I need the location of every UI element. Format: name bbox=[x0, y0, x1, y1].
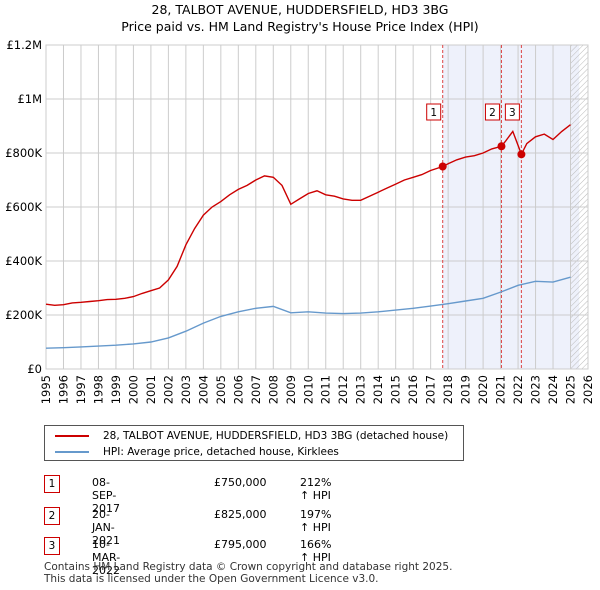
chart-title: 28, TALBOT AVENUE, HUDDERSFIELD, HD3 3BG bbox=[151, 2, 449, 17]
footer-copyright: Contains HM Land Registry data © Crown c… bbox=[44, 561, 453, 573]
y-tick-label: £200K bbox=[5, 308, 42, 322]
x-tick-label: 1995 bbox=[39, 375, 53, 404]
transaction-marker: 1 bbox=[44, 475, 60, 493]
x-tick-label: 2009 bbox=[284, 375, 298, 404]
legend: 28, TALBOT AVENUE, HUDDERSFIELD, HD3 3BG… bbox=[44, 425, 464, 461]
y-tick-label: £800K bbox=[5, 146, 42, 160]
x-tick-label: 2021 bbox=[494, 375, 508, 404]
y-tick-label: £400K bbox=[5, 254, 42, 268]
x-tick-label: 2014 bbox=[371, 375, 385, 404]
legend-item-hpi: HPI: Average price, detached house, Kirk… bbox=[55, 444, 339, 460]
y-tick-label: £1M bbox=[17, 92, 42, 106]
x-tick-label: 1996 bbox=[56, 375, 70, 404]
sale-number-box bbox=[504, 103, 520, 121]
x-tick-label: 1997 bbox=[74, 375, 88, 404]
x-tick-label: 2007 bbox=[249, 375, 263, 404]
x-tick-label: 2012 bbox=[336, 375, 350, 404]
transaction-marker: 3 bbox=[44, 537, 60, 555]
x-tick-label: 1998 bbox=[91, 375, 105, 404]
x-tick-label: 2010 bbox=[301, 375, 315, 404]
x-tick-label: 2004 bbox=[196, 375, 210, 404]
legend-swatch-hpi bbox=[55, 451, 89, 453]
transaction-date: 08-SEP-2017 bbox=[92, 476, 120, 515]
transaction-price: £750,000 bbox=[214, 476, 267, 489]
transaction-hpi: 166% ↑ HPI bbox=[300, 538, 332, 564]
x-tick-label: 2008 bbox=[266, 375, 280, 404]
x-tick-label: 1999 bbox=[109, 375, 123, 404]
x-tick-label: 2016 bbox=[406, 375, 420, 404]
x-tick-label: 2025 bbox=[564, 375, 578, 404]
transaction-marker: 2 bbox=[44, 507, 60, 525]
sale-number-label: 3 bbox=[509, 107, 516, 119]
x-tick-label: 2026 bbox=[581, 375, 595, 404]
x-tick-label: 2024 bbox=[546, 375, 560, 404]
series-line-property bbox=[45, 124, 571, 307]
legend-swatch-property bbox=[55, 435, 89, 437]
plot-border bbox=[45, 44, 589, 370]
legend-label-hpi: HPI: Average price, detached house, Kirk… bbox=[103, 446, 339, 458]
y-tick-label: £1.2M bbox=[6, 38, 42, 52]
x-tick-label: 2001 bbox=[144, 375, 158, 404]
transaction-price: £795,000 bbox=[214, 538, 267, 551]
chart-subtitle: Price paid vs. HM Land Registry's House … bbox=[121, 19, 479, 34]
sale-point bbox=[517, 150, 526, 159]
x-tick-label: 2011 bbox=[319, 375, 333, 404]
x-tick-label: 2000 bbox=[126, 375, 140, 404]
sale-number-box bbox=[426, 103, 442, 121]
x-tick-label: 2013 bbox=[354, 375, 368, 404]
x-tick-label: 2020 bbox=[476, 375, 490, 404]
x-tick-label: 2019 bbox=[459, 375, 473, 404]
y-tick-label: £0 bbox=[27, 362, 42, 376]
x-tick-label: 2022 bbox=[511, 375, 525, 404]
x-tick-label: 2015 bbox=[389, 375, 403, 404]
sale-point bbox=[497, 142, 506, 151]
x-tick-label: 2017 bbox=[424, 375, 438, 404]
transaction-price: £825,000 bbox=[214, 508, 267, 521]
transaction-date: 20-JAN-2021 bbox=[92, 508, 120, 547]
transaction-hpi: 212% ↑ HPI bbox=[300, 476, 332, 502]
x-tick-label: 2023 bbox=[529, 375, 543, 404]
sale-number-label: 1 bbox=[430, 107, 437, 119]
transaction-hpi: 197% ↑ HPI bbox=[300, 508, 332, 534]
x-tick-label: 2018 bbox=[441, 375, 455, 404]
x-tick-label: 2003 bbox=[179, 375, 193, 404]
sale-number-label: 2 bbox=[489, 107, 496, 119]
transaction-date: 10-MAR-2022 bbox=[92, 538, 121, 577]
legend-label-property: 28, TALBOT AVENUE, HUDDERSFIELD, HD3 3BG… bbox=[103, 430, 449, 442]
sale-point bbox=[438, 162, 447, 171]
y-tick-label: £600K bbox=[5, 200, 42, 214]
series-line-hpi bbox=[45, 276, 571, 349]
legend-item-property: 28, TALBOT AVENUE, HUDDERSFIELD, HD3 3BG… bbox=[55, 428, 448, 444]
footer-licence: This data is licensed under the Open Gov… bbox=[44, 573, 379, 585]
x-tick-label: 2006 bbox=[231, 375, 245, 404]
x-tick-label: 2002 bbox=[161, 375, 175, 404]
x-tick-label: 2005 bbox=[214, 375, 228, 404]
sale-number-box bbox=[484, 103, 500, 121]
price-chart: £0 £200K £400K £600K £800K £1M £1.2M 1995 1996 19… bbox=[5, 38, 595, 404]
